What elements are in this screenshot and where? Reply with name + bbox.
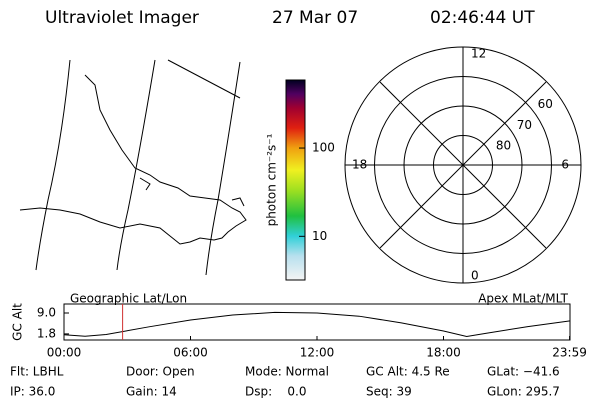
y-tick-label: 9.0 bbox=[37, 306, 56, 320]
lat-label: 70 bbox=[517, 118, 532, 132]
colorbar-label: photon cm⁻²s⁻¹ bbox=[265, 133, 279, 226]
status-field: GLon: 295.7 bbox=[487, 385, 560, 399]
lat-label: 60 bbox=[538, 97, 553, 111]
mlt-label: 18 bbox=[352, 158, 367, 172]
status-field: IP: 36.0 bbox=[10, 385, 55, 399]
plot-frame bbox=[63, 303, 571, 341]
status-field: Door: Open bbox=[126, 365, 195, 379]
y-axis-label: GC Alt bbox=[11, 303, 25, 341]
x-tick-label: 12:00 bbox=[300, 346, 335, 360]
altitude-line bbox=[63, 311, 571, 338]
status-field: Mode: Normal bbox=[245, 365, 329, 379]
date: 27 Mar 07 bbox=[272, 8, 358, 28]
status-field: Dsp: 0.0 bbox=[245, 385, 307, 399]
lat-ring bbox=[403, 105, 523, 225]
polar-spokes bbox=[345, 47, 581, 283]
map bbox=[19, 59, 247, 276]
x-tick-label: 23:59 bbox=[552, 346, 587, 360]
status-field: GLat: −41.6 bbox=[487, 365, 560, 379]
lat-ring bbox=[433, 135, 493, 195]
mlt-label: 6 bbox=[561, 158, 569, 172]
status-field: Gain: 14 bbox=[126, 385, 177, 399]
time: 02:46:44 UT bbox=[430, 8, 535, 28]
colorbar bbox=[285, 79, 306, 281]
x-tick-label: 18:00 bbox=[426, 346, 461, 360]
x-tick-label: 06:00 bbox=[173, 346, 208, 360]
status-field: Seq: 39 bbox=[366, 385, 412, 399]
lat-label: 80 bbox=[496, 139, 511, 153]
lat-ring bbox=[374, 76, 552, 254]
plot-label: Apex MLat/MLT bbox=[478, 292, 568, 306]
x-tick-label: 00:00 bbox=[47, 346, 82, 360]
colorbar-tick-label: 10 bbox=[312, 229, 327, 243]
mlt-label: 0 bbox=[471, 269, 479, 283]
plot-label: Geographic Lat/Lon bbox=[70, 292, 187, 306]
y-tick-label: 1.8 bbox=[37, 326, 56, 340]
status-field: Flt: LBHL bbox=[10, 365, 64, 379]
title: Ultraviolet Imager bbox=[45, 8, 199, 28]
mlt-label: 12 bbox=[471, 47, 486, 61]
status-field: GC Alt: 4.5 Re bbox=[366, 365, 450, 379]
colorbar-tick-label: 100 bbox=[312, 141, 335, 155]
